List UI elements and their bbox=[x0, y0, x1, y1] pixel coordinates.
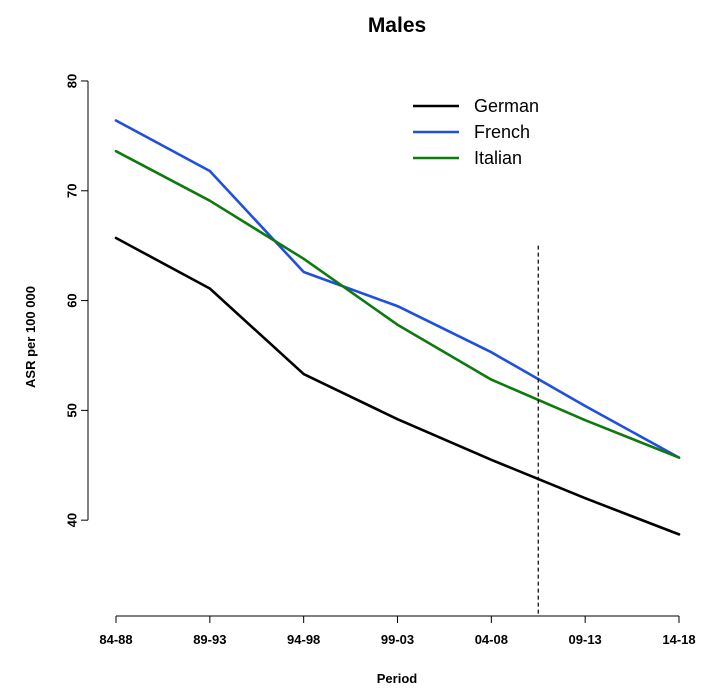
x-tick-label: 09-13 bbox=[569, 632, 602, 647]
legend-label-french: French bbox=[474, 122, 530, 142]
series-line-french bbox=[114, 119, 681, 459]
series-line-italian bbox=[114, 149, 681, 459]
legend-label-italian: Italian bbox=[474, 148, 522, 168]
y-tick-label: 50 bbox=[65, 403, 80, 417]
x-tick-label: 99-03 bbox=[381, 632, 414, 647]
legend: German French Italian bbox=[413, 96, 539, 168]
y-tick-label: 80 bbox=[65, 74, 80, 88]
x-axis: 84-88 89-93 94-98 99-03 04-08 09-13 14-18 bbox=[99, 615, 696, 647]
series-layer bbox=[114, 119, 681, 616]
series-line-german bbox=[114, 236, 681, 536]
y-axis: 40 50 60 70 80 bbox=[65, 74, 89, 527]
x-tick-label: 14-18 bbox=[662, 632, 695, 647]
y-axis-label: ASR per 100 000 bbox=[23, 286, 38, 388]
x-tick-label: 89-93 bbox=[193, 632, 226, 647]
chart-title: Males bbox=[368, 14, 426, 37]
y-tick-label: 60 bbox=[65, 293, 80, 307]
y-tick-label: 70 bbox=[65, 184, 80, 198]
x-tick-label: 94-98 bbox=[287, 632, 320, 647]
x-axis-label: Period bbox=[377, 671, 418, 686]
legend-label-german: German bbox=[474, 96, 539, 116]
y-tick-label: 40 bbox=[65, 513, 80, 527]
x-tick-label: 04-08 bbox=[475, 632, 508, 647]
x-tick-label: 84-88 bbox=[99, 632, 132, 647]
